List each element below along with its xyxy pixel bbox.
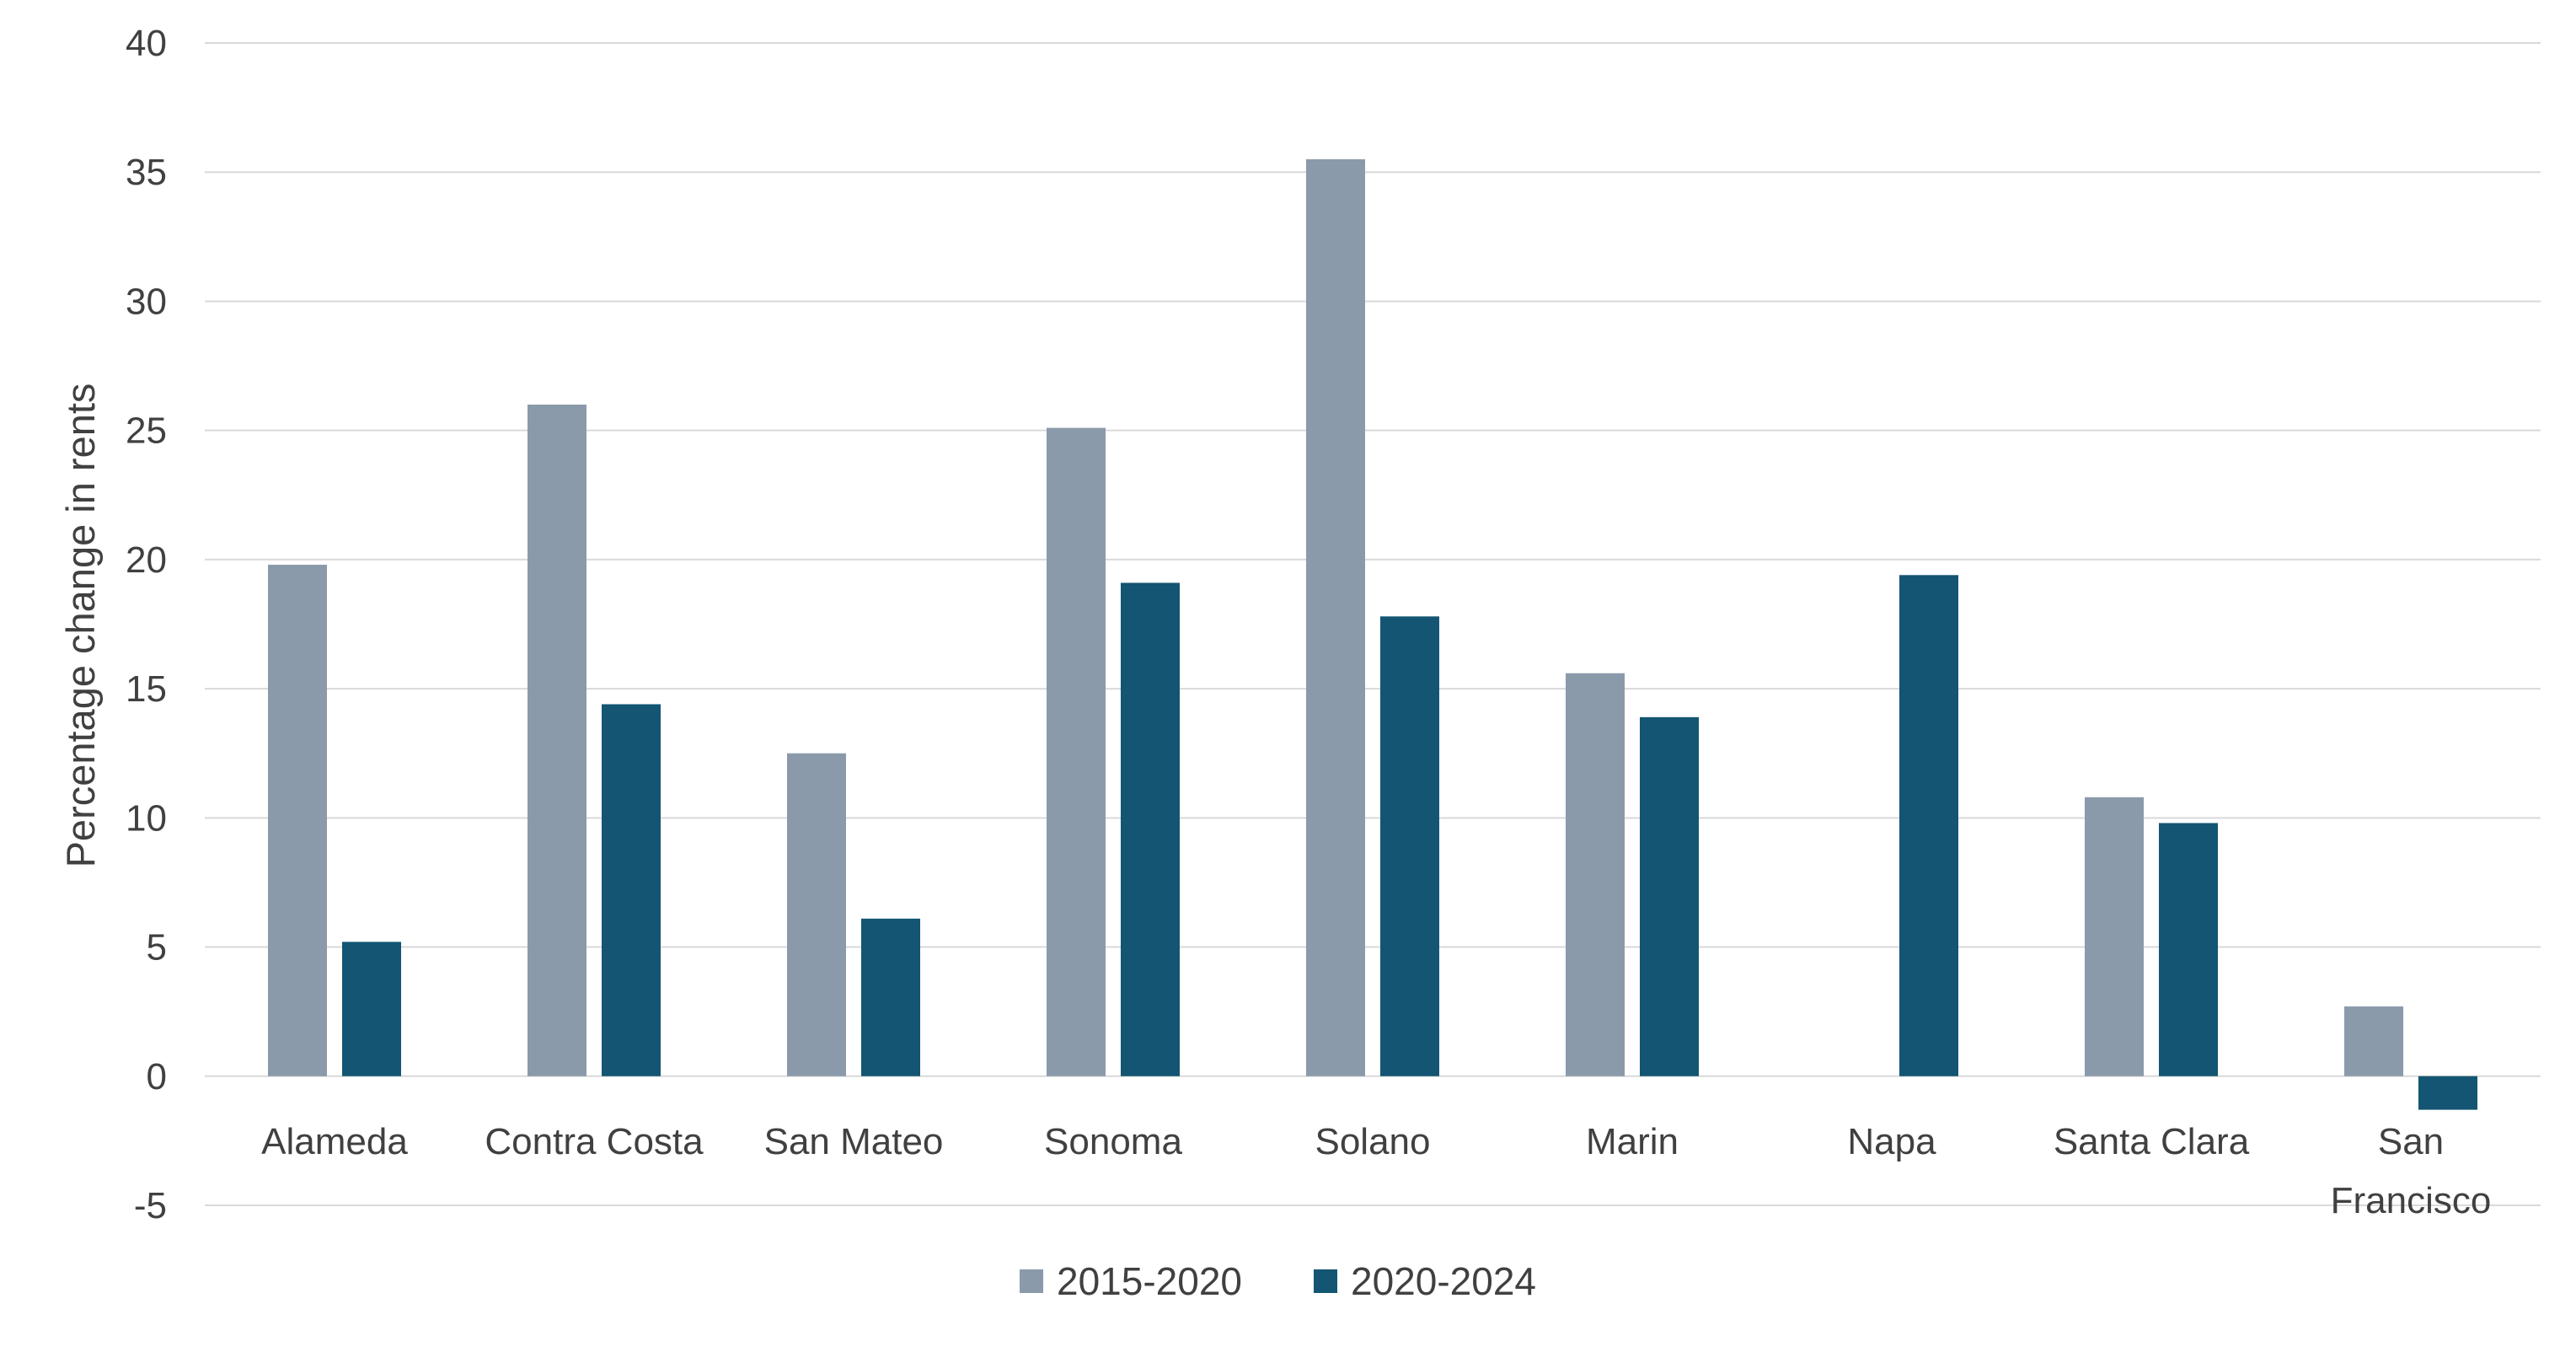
bar-2015-2020-santa-clara: [2085, 797, 2144, 1076]
legend-swatch: [1020, 1269, 1043, 1293]
bar-2015-2020-contra-costa: [528, 405, 586, 1076]
bar-2020-2024-napa: [1899, 575, 1958, 1076]
y-tick-label: -5: [134, 1185, 167, 1226]
bar-2020-2024-san-francisco: [2418, 1076, 2477, 1110]
y-tick-label: 10: [126, 797, 167, 839]
bar-2015-2020-solano: [1306, 158, 1365, 1076]
bar-2015-2020-san-francisco: [2344, 1006, 2403, 1076]
x-category-label: Solano: [1315, 1121, 1430, 1162]
legend-label: 2015-2020: [1057, 1259, 1242, 1303]
x-category-label: Sonoma: [1044, 1121, 1182, 1162]
y-tick-label: 35: [126, 152, 167, 193]
x-category-label: San Mateo: [764, 1121, 944, 1162]
x-category-label: Alameda: [261, 1121, 408, 1162]
y-tick-label: 20: [126, 539, 167, 581]
bar-2020-2024-sonoma: [1121, 582, 1180, 1076]
bar-2020-2024-santa-clara: [2159, 823, 2218, 1076]
legend-swatch: [1314, 1269, 1337, 1293]
bar-2020-2024-alameda: [342, 942, 401, 1076]
y-tick-label: 40: [126, 23, 167, 64]
y-tick-label: 0: [147, 1056, 167, 1097]
y-tick-label: 30: [126, 281, 167, 322]
bar-2015-2020-sonoma: [1047, 427, 1106, 1076]
bar-2015-2020-san-mateo: [787, 753, 846, 1076]
y-tick-label: 25: [126, 410, 167, 452]
legend-label: 2020-2024: [1351, 1259, 1536, 1303]
x-axis-category-labels: Alameda Contra Costa San Mateo Sonoma Solano…: [261, 1121, 2491, 1221]
y-tick-label: 5: [147, 927, 167, 968]
y-axis-title: Percentage change in rents: [58, 384, 103, 868]
x-category-label: Marin: [1586, 1121, 1679, 1162]
bar-2020-2024-marin: [1640, 716, 1699, 1076]
x-category-label: Santa Clara: [2054, 1121, 2250, 1162]
x-category-label: Contra Costa: [485, 1121, 704, 1162]
gridlines: [205, 42, 2541, 1206]
y-axis-tick-labels: -5 0 5 10 15 20 25 30 35 40: [126, 23, 167, 1226]
bar-2020-2024-san-mateo: [861, 918, 920, 1076]
bar-2020-2024-solano: [1380, 616, 1439, 1076]
bar-2015-2020-marin: [1566, 673, 1625, 1076]
legend: 2015-2020 2020-2024: [1020, 1259, 1536, 1303]
bars: [268, 158, 2477, 1110]
bar-2020-2024-contra-costa: [602, 704, 661, 1076]
bar-2015-2020-alameda: [268, 565, 327, 1076]
x-category-label: Napa: [1847, 1121, 1936, 1162]
x-category-label: San Francisco: [2331, 1121, 2492, 1221]
y-tick-label: 15: [126, 668, 167, 710]
